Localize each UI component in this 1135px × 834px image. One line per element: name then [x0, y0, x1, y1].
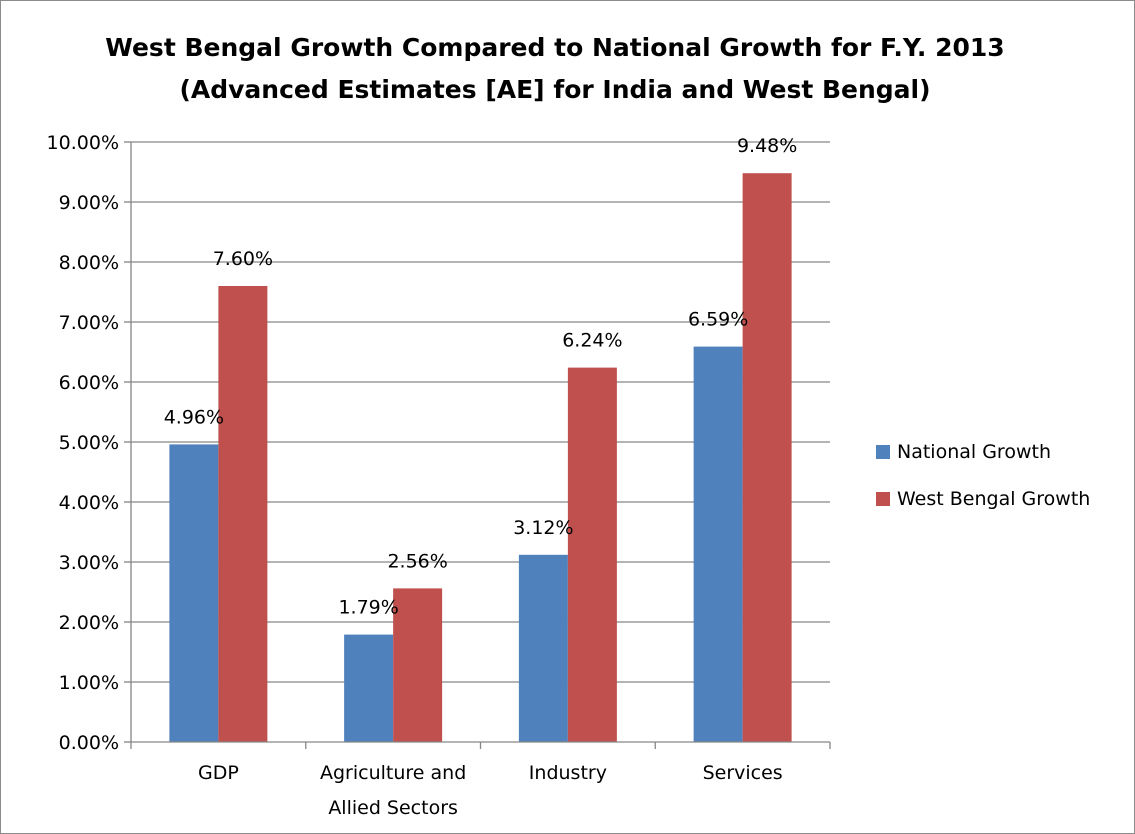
bar: [742, 173, 792, 742]
y-tick-label: 3.00%: [59, 552, 119, 574]
bar: [518, 554, 568, 742]
data-label: 3.12%: [513, 517, 573, 539]
data-label: 9.48%: [737, 135, 797, 157]
y-tick-label: 4.00%: [59, 492, 119, 514]
data-label: 1.79%: [338, 597, 398, 619]
y-tick-label: 2.00%: [59, 612, 119, 634]
category-label: Allied Sectors: [328, 797, 458, 819]
category-label: Services: [703, 762, 783, 784]
bar: [693, 346, 743, 742]
labels: 0.00% 1.00% 2.00% 3.00% 4.00% 5.00% 6.00% 7.00%…: [47, 132, 798, 819]
data-label: 2.56%: [387, 550, 447, 572]
chart-subtitle: (Advanced Estimates [AE] for India and W…: [179, 75, 930, 104]
axes: [124, 141, 831, 749]
legend: National Growth West Bengal Growth: [876, 441, 1090, 510]
y-tick-label: 6.00%: [59, 372, 119, 394]
legend-label: National Growth: [897, 441, 1051, 463]
bar: [393, 588, 443, 742]
legend-label: West Bengal Growth: [897, 488, 1090, 510]
bar: [344, 634, 394, 742]
data-label: 7.60%: [213, 248, 273, 270]
data-label: 6.24%: [562, 330, 622, 352]
y-tick-label: 0.00%: [59, 732, 119, 754]
legend-swatch: [876, 445, 890, 459]
data-label: 4.96%: [164, 406, 224, 428]
chart-title: West Bengal Growth Compared to National …: [105, 33, 1004, 62]
y-tick-label: 8.00%: [59, 252, 119, 274]
legend-swatch: [876, 492, 890, 506]
bar: [218, 286, 268, 742]
category-label: Industry: [529, 762, 607, 784]
y-tick-label: 7.00%: [59, 312, 119, 334]
data-label: 6.59%: [688, 309, 748, 331]
bars: [169, 173, 792, 742]
y-tick-label: 1.00%: [59, 672, 119, 694]
bar: [169, 444, 219, 742]
bar: [567, 367, 617, 742]
category-label: GDP: [198, 762, 239, 784]
category-label: Agriculture and: [320, 762, 466, 784]
y-tick-label: 5.00%: [59, 432, 119, 454]
y-tick-label: 10.00%: [47, 132, 119, 154]
y-tick-label: 9.00%: [59, 192, 119, 214]
